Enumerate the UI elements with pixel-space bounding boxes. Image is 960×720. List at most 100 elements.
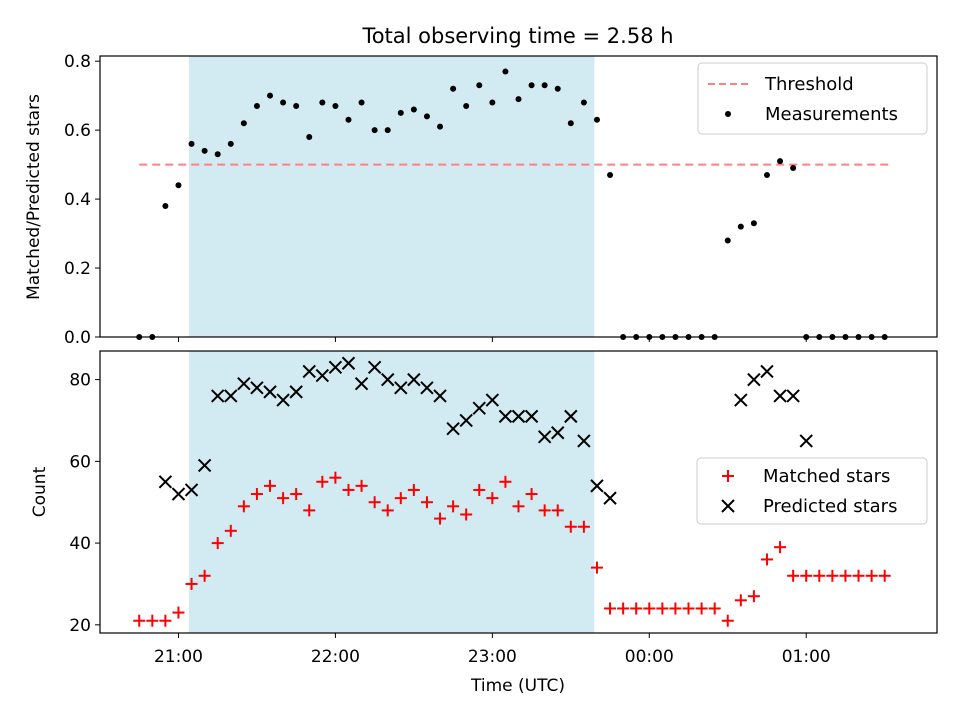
measurement-point: [554, 85, 561, 92]
predicted-star-point: [237, 376, 251, 391]
predicted-star-point: [472, 401, 486, 415]
x-tick-label: 23:00: [468, 647, 517, 667]
bottom-legend-frame: [696, 457, 928, 525]
predicted-star-point: [760, 364, 774, 379]
predicted-star-point: [564, 409, 578, 424]
predicted-star-point: [459, 413, 473, 428]
measurement-point: [253, 102, 260, 109]
matched-star-point: [460, 508, 473, 521]
matched-star-point: [499, 475, 512, 488]
bottom-y-tick-label: 80: [69, 371, 91, 391]
x-tick-label: 01:00: [782, 647, 831, 667]
matched-star-point: [800, 569, 813, 582]
bottom-shade-region: [188, 351, 595, 633]
bottom-y-axis-label: Count: [30, 466, 50, 517]
predicted-star-point: [407, 372, 421, 387]
matched-star-point: [473, 483, 486, 496]
bottom-y-tick-label: 20: [69, 616, 91, 636]
measurement-point: [306, 134, 313, 141]
top-shade-region: [188, 56, 595, 337]
predicted-star-point: [210, 389, 225, 403]
bottom-y-axis: 20 40 60 80: [69, 371, 100, 636]
bottom-y-tick-label: 40: [69, 534, 91, 554]
predicted-star-point: [381, 372, 395, 387]
matched-star-point: [590, 561, 603, 574]
predicted-star-point: [289, 385, 303, 399]
predicted-star-point: [197, 458, 212, 473]
predicted-star-point: [302, 364, 316, 379]
matched-star-point: [420, 496, 433, 509]
predicted-star-point: [734, 393, 748, 407]
matched-star-point: [316, 475, 329, 488]
top-observing-window: [188, 56, 595, 337]
predicted-star-point: [367, 360, 382, 375]
predicted-star-point: [773, 389, 787, 403]
predicted-star-point: [524, 409, 539, 424]
measurement-point: [332, 102, 339, 109]
bottom-observing-window: [188, 351, 595, 633]
matched-star-point: [159, 614, 172, 627]
legend-label-measurements: Measurements: [765, 104, 898, 125]
predicted-star-point: [184, 483, 199, 497]
matched-star-point: [708, 602, 721, 615]
measurement-point: [463, 102, 470, 109]
bottom-y-tick-label: 60: [69, 452, 91, 472]
x-axis-label: Time (UTC): [470, 676, 565, 696]
matched-star-point: [407, 483, 420, 496]
measurement-point: [227, 140, 234, 147]
matched-star-point: [669, 602, 682, 615]
predicted-star-point: [158, 475, 173, 489]
top-x-axis: [177, 337, 807, 342]
matched-star-point: [760, 553, 773, 566]
measurement-point: [240, 120, 247, 127]
measurement-point: [777, 158, 784, 165]
measurement-point: [790, 165, 797, 172]
matched-star-point: [734, 594, 747, 607]
measurement-point: [763, 171, 770, 178]
top-plot-area: [136, 68, 893, 340]
measurement-point: [541, 82, 548, 89]
top-y-tick-label: 0.2: [64, 259, 91, 279]
legend-label-predicted: Predicted stars: [763, 496, 897, 517]
matched-star-point: [630, 602, 643, 615]
predicted-star-point: [394, 381, 408, 395]
predicted-star-point: [354, 376, 369, 391]
measurement-point: [162, 202, 169, 209]
measurement-point: [750, 220, 757, 227]
matched-star-point: [250, 488, 263, 501]
predicted-star-point: [446, 421, 460, 436]
predicted-star-point: [577, 434, 591, 448]
bottom-axes-frame: [99, 350, 938, 634]
matched-star-point: [394, 492, 407, 505]
matched-star-point: [368, 496, 381, 509]
measurement-point: [593, 116, 600, 123]
matched-star-point: [774, 541, 787, 554]
measurement-point: [410, 106, 417, 113]
top-y-tick-label: 0.4: [64, 190, 91, 210]
matched-legend-swatch: [722, 470, 734, 482]
top-y-axis-label: Matched/Predicted stars: [24, 94, 44, 300]
matched-star-point: [787, 569, 800, 582]
matched-star-point: [604, 602, 617, 615]
measurement-point: [502, 68, 509, 75]
measurement-point: [280, 99, 287, 106]
predicted-star-point: [603, 491, 617, 505]
top-y-tick-label: 0.8: [64, 52, 91, 72]
matched-star-point: [329, 471, 342, 484]
predicted-star-point: [420, 381, 434, 395]
matched-star-point: [747, 590, 760, 603]
measurement-point: [188, 140, 195, 147]
matched-star-point: [264, 479, 277, 492]
predicted-star-point: [511, 409, 526, 424]
measurement-point: [423, 113, 430, 120]
top-legend-frame: [697, 62, 928, 135]
predicted-star-point: [433, 389, 447, 403]
matched-star-point: [617, 602, 630, 615]
predicted-star-point: [276, 393, 290, 407]
matched-star-point: [721, 614, 734, 627]
matched-star-point: [852, 569, 865, 582]
predicted-star-point: [498, 409, 513, 424]
measurement-point: [175, 182, 182, 189]
matched-star-point: [342, 483, 355, 496]
